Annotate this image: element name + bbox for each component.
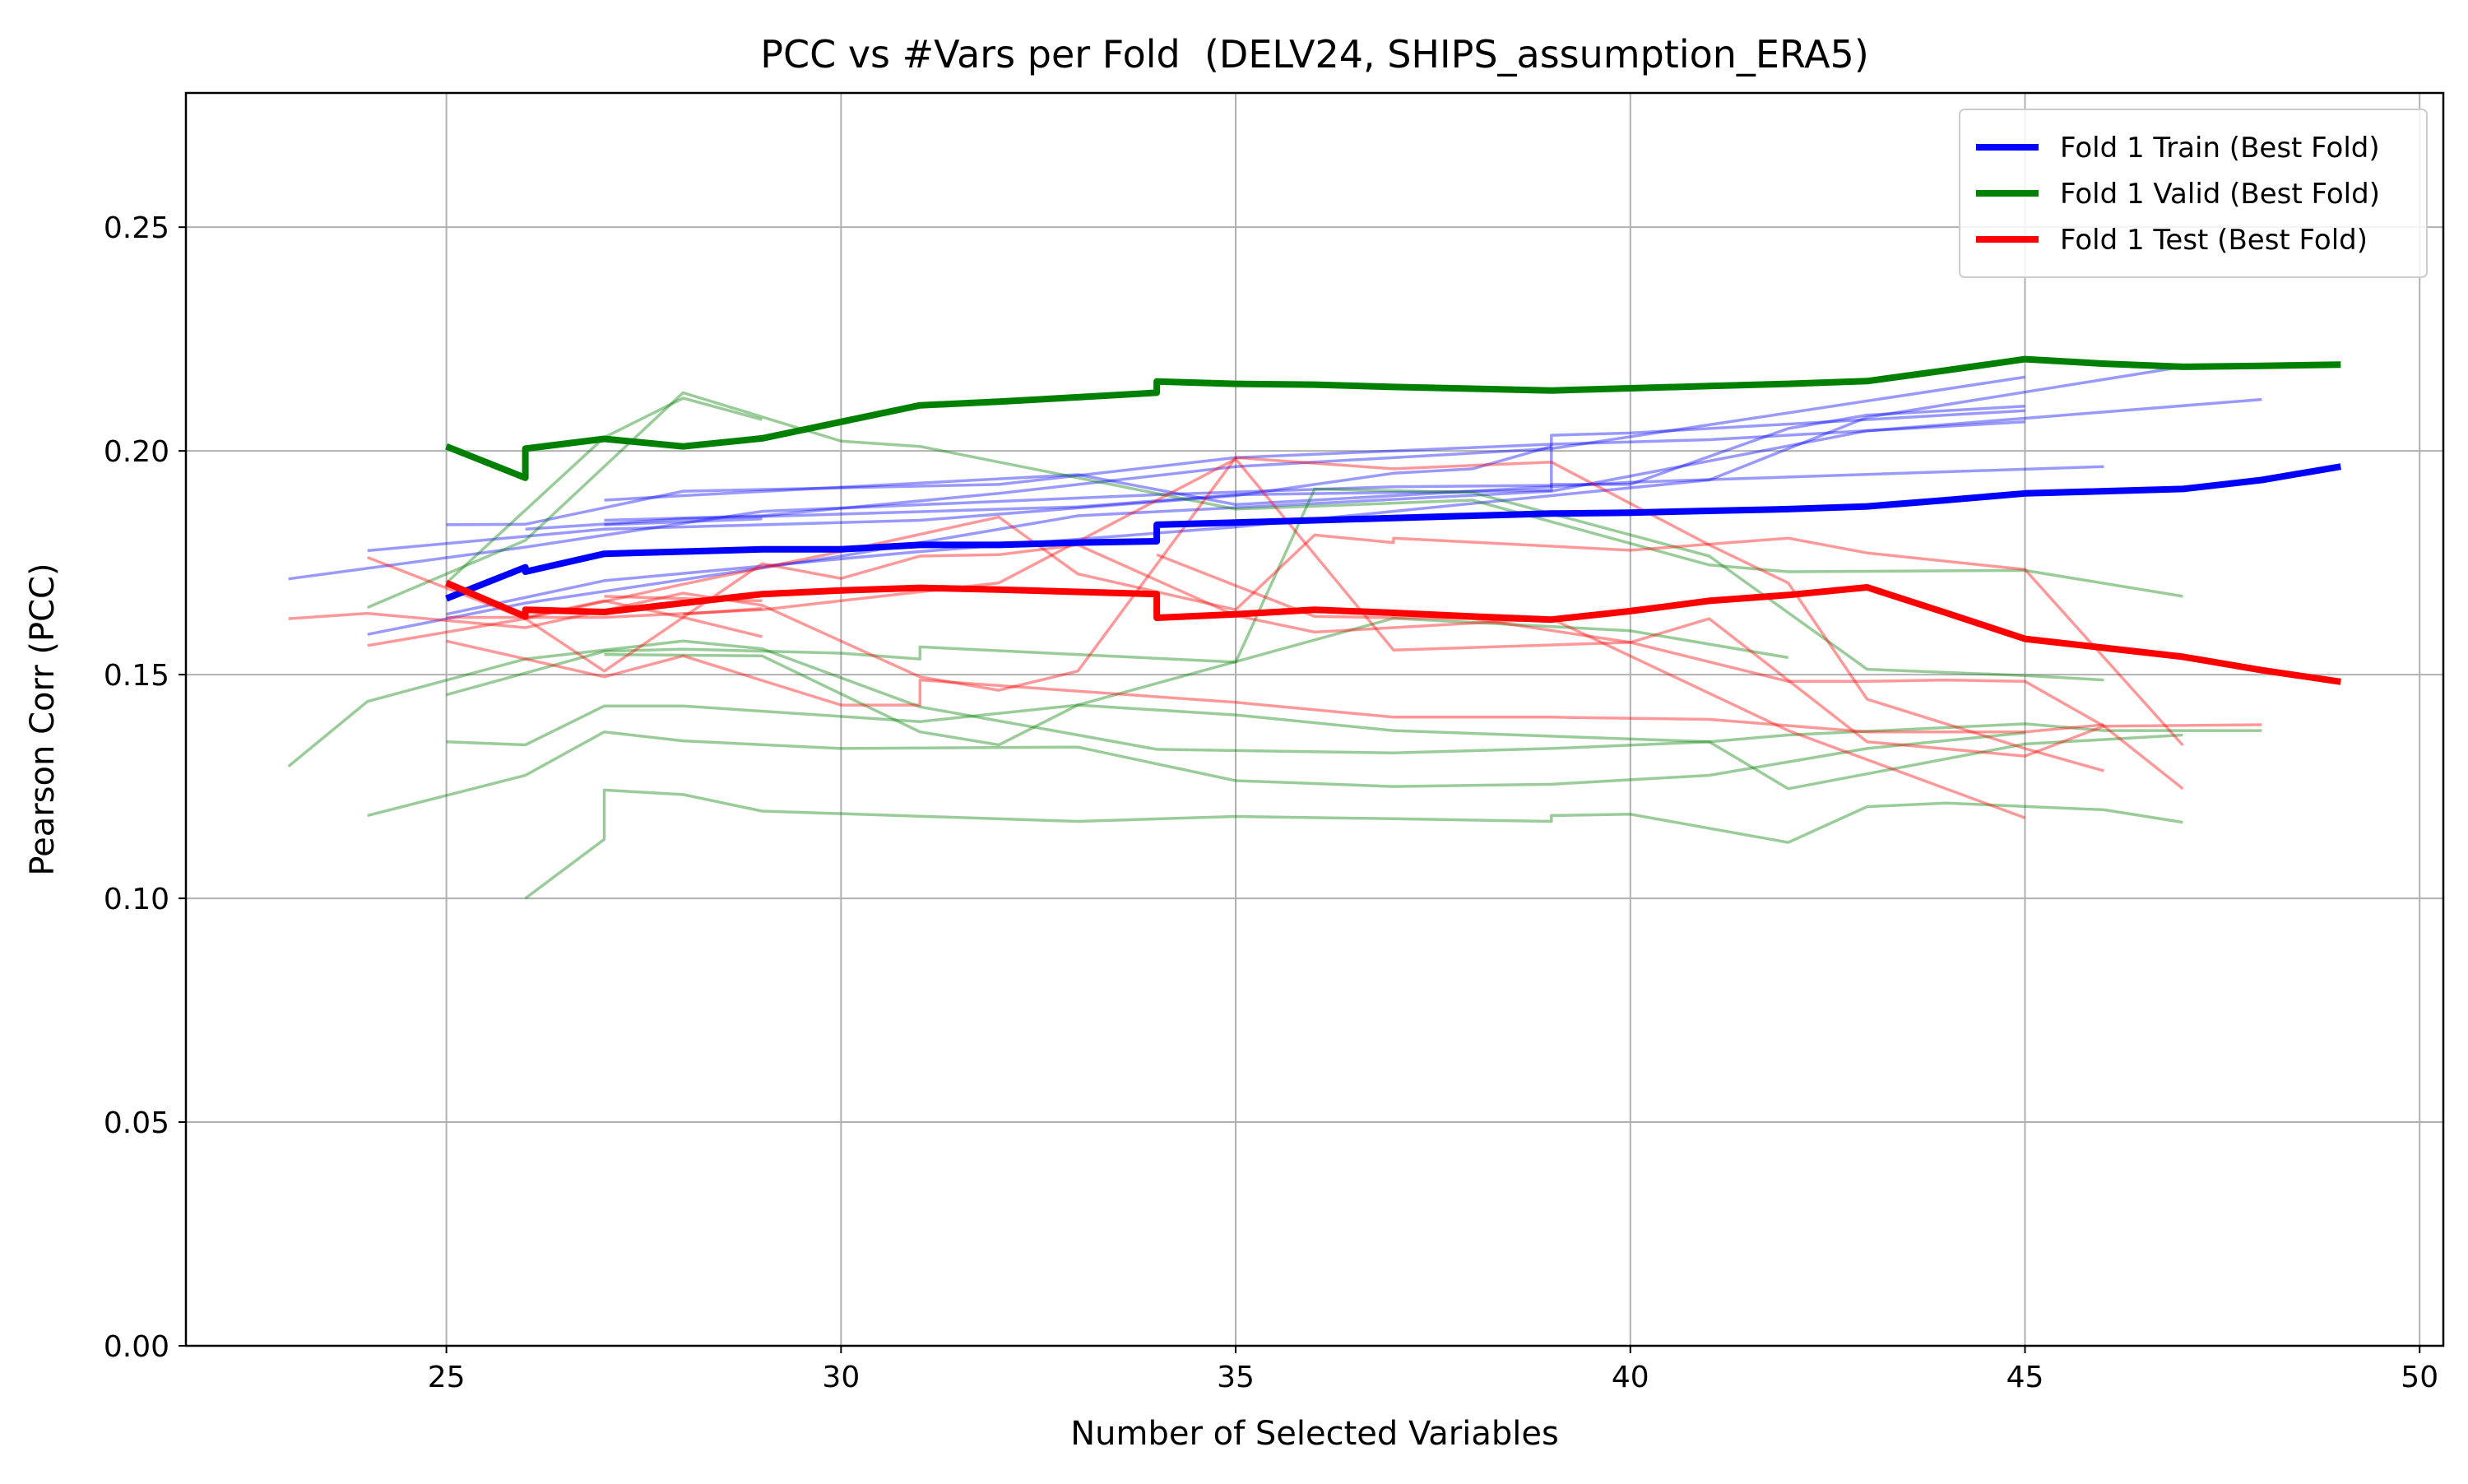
axes-frame xyxy=(184,91,2445,1347)
ticks-layer: 25 30 35 40 45 50 0.00 0.05 0.10 0.15 0.20 0.25 xyxy=(104,211,2438,1394)
faint-series-layer xyxy=(287,365,2262,900)
series-line-valid xyxy=(287,639,2183,791)
series-line-valid xyxy=(446,703,2262,747)
series-line-test xyxy=(683,606,763,616)
x-tick-label: 25 xyxy=(428,1361,466,1394)
series-line-train-best xyxy=(445,463,2341,602)
x-axis-label: Number of Selected Variables xyxy=(1070,1415,1559,1453)
series-line-train xyxy=(604,465,2104,507)
series-line-train xyxy=(288,405,2025,581)
series-line-train xyxy=(525,409,2025,531)
series-line-valid xyxy=(367,730,2025,818)
series-line-test xyxy=(367,515,2184,747)
y-axis-label: Pearson Corr (PCC) xyxy=(24,563,62,875)
series-line-train xyxy=(604,375,2025,522)
series-line-valid xyxy=(445,397,763,584)
series-line-test xyxy=(1156,553,2262,728)
series-line-train xyxy=(604,517,763,526)
y-tick-label: 0.10 xyxy=(104,883,169,916)
x-tick-label: 40 xyxy=(1612,1361,1649,1394)
series-line-test xyxy=(446,457,2184,791)
series-line-valid xyxy=(604,616,1788,747)
y-tick-label: 0.15 xyxy=(104,659,169,693)
chart-title: PCC vs #Vars per Fold (DELV24, SHIPS_ass… xyxy=(760,32,1869,77)
series-line-test xyxy=(446,639,2104,734)
legend-label-test: Fold 1 Test (Best Fold) xyxy=(2060,224,2368,257)
series-line-train xyxy=(446,365,2183,616)
legend-label-valid: Fold 1 Valid (Best Fold) xyxy=(2060,178,2380,211)
series-line-valid xyxy=(524,788,2183,900)
chart-legend: Fold 1 Train (Best Fold) Fold 1 Valid (Be… xyxy=(1959,109,2428,278)
series-line-valid xyxy=(446,487,2104,697)
x-tick-label: 30 xyxy=(822,1361,860,1394)
series-line-test-best xyxy=(445,579,2341,685)
legend-box xyxy=(1959,109,2428,278)
series-line-train xyxy=(367,397,2262,636)
y-tick-label: 0.05 xyxy=(104,1106,169,1140)
x-tick-label: 35 xyxy=(1217,1361,1255,1394)
x-tick-label: 45 xyxy=(2006,1361,2044,1394)
highlight-series-layer xyxy=(445,355,2341,685)
series-line-train xyxy=(367,445,1552,553)
y-tick-label: 0.00 xyxy=(104,1330,169,1364)
y-tick-label: 0.25 xyxy=(104,211,169,245)
series-line-valid-best xyxy=(445,355,2341,481)
x-tick-label: 50 xyxy=(2401,1361,2438,1394)
series-line-train xyxy=(446,420,2025,526)
y-tick-label: 0.20 xyxy=(104,435,169,469)
legend-label-train: Fold 1 Train (Best Fold) xyxy=(2060,132,2380,165)
